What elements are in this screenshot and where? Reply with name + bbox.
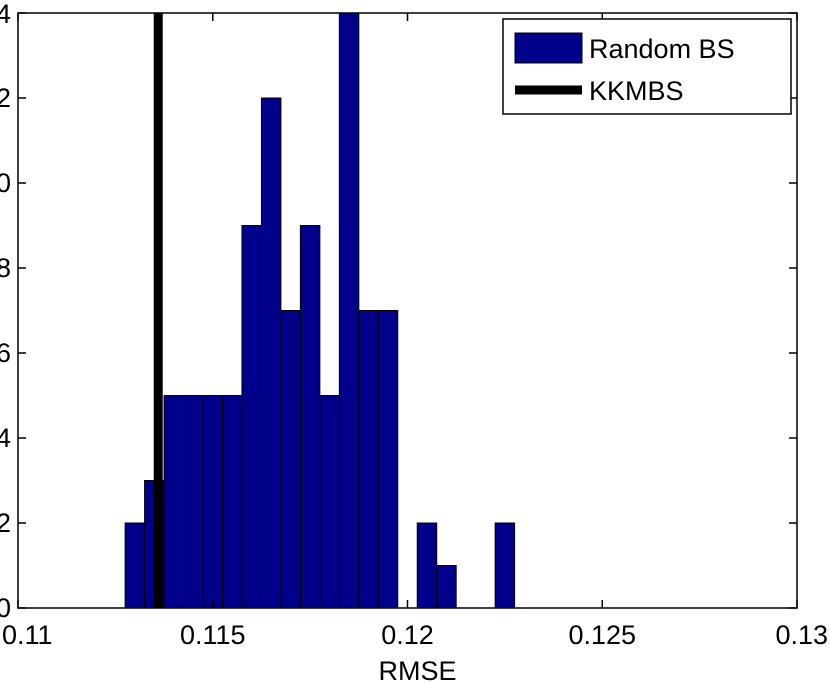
- histogram-bar: [416, 522, 438, 609]
- x-tick-label: 0.11: [2, 620, 53, 650]
- y-tick-label: 2: [0, 508, 11, 538]
- axis-ticks: [17, 12, 798, 609]
- histogram-bar: [163, 395, 185, 609]
- histogram-bar: [377, 310, 399, 609]
- y-tick-label: 12: [0, 83, 11, 113]
- histogram-bar: [260, 97, 282, 609]
- legend-label-kkmbs: KKMBS: [589, 76, 684, 106]
- histogram-bar: [221, 395, 243, 609]
- histogram-bar: [358, 310, 379, 609]
- legend-swatch-random-bs: [514, 32, 583, 64]
- y-tick-label: 8: [0, 253, 11, 283]
- x-axis-title: RMSE: [378, 656, 456, 683]
- histogram-bar: [319, 395, 340, 609]
- histogram-bar: [241, 225, 262, 609]
- histogram-bar: [124, 522, 146, 609]
- y-tick-label: 14: [0, 0, 11, 29]
- histogram-bar: [280, 310, 301, 609]
- histogram-bar: [338, 12, 360, 609]
- histogram-bar: [436, 565, 457, 609]
- y-tick-label: 10: [0, 168, 11, 198]
- histogram-bar: [299, 225, 321, 609]
- y-tick-label: 4: [0, 423, 11, 453]
- y-tick-labels: 0 2 4 6 8 10 12 14: [0, 0, 11, 623]
- x-tick-label: 0.115: [180, 620, 246, 650]
- y-tick-label: 6: [0, 338, 11, 368]
- x-tick-label: 0.12: [381, 620, 434, 650]
- legend: Random BS KKMBS: [502, 18, 792, 115]
- histogram-bar: [494, 522, 516, 609]
- x-tick-label: 0.125: [568, 620, 636, 650]
- legend-label-random-bs: Random BS: [589, 34, 735, 64]
- x-tick-labels: 0.11 0.115 0.12 0.125 0.13: [2, 620, 828, 650]
- histogram-bars: [124, 12, 516, 609]
- y-tick-label: 0: [0, 593, 11, 623]
- histogram-bar: [183, 395, 204, 609]
- histogram-bar: [202, 395, 223, 609]
- x-tick-label: 0.13: [775, 620, 828, 650]
